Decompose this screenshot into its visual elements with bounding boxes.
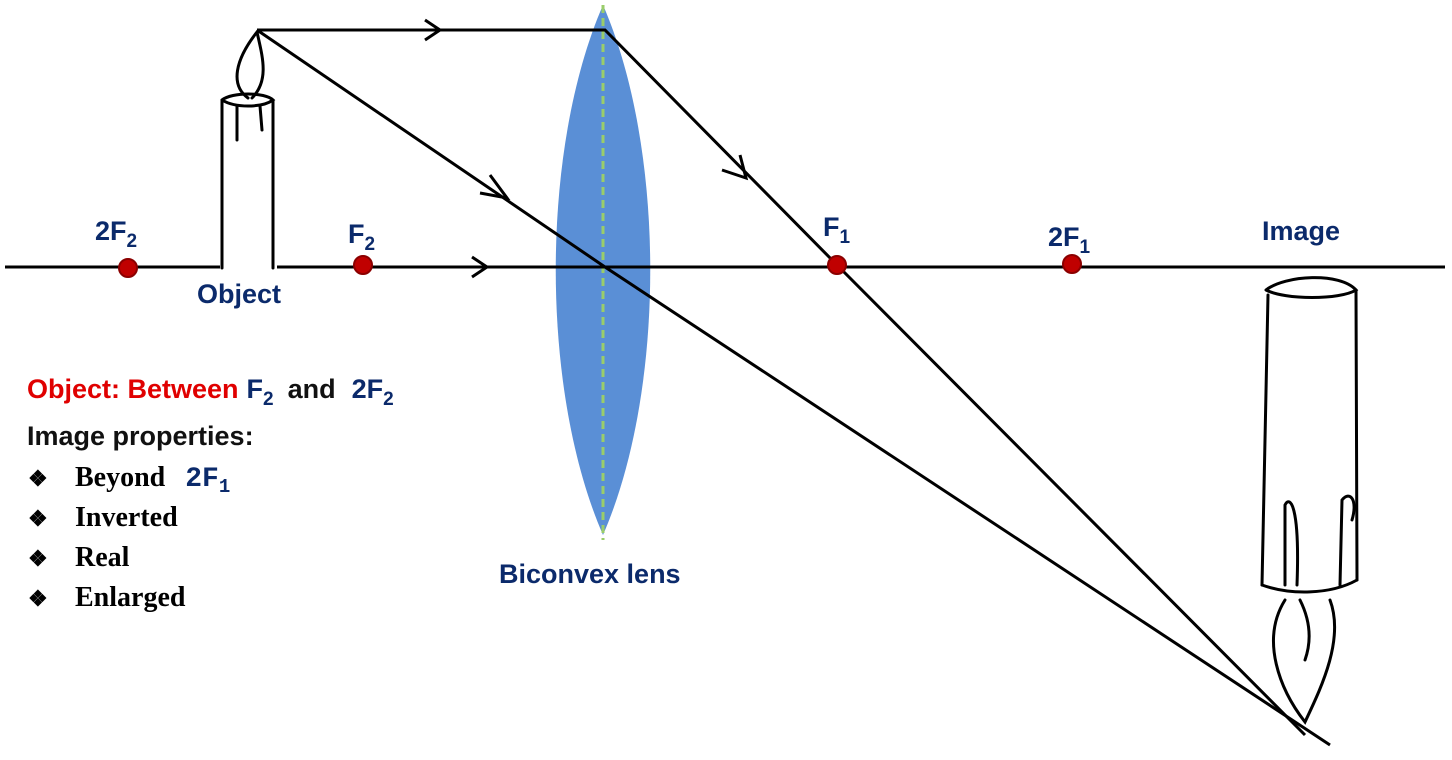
properties-title: Image properties: (27, 421, 254, 451)
image-candle (1260, 276, 1359, 725)
point-2f1 (1062, 254, 1082, 274)
point-label: 2F1 (1048, 222, 1091, 258)
point-label: F2 (348, 219, 375, 255)
property-extra-sub: 1 (219, 476, 230, 498)
point-f2 (353, 255, 373, 275)
caption-and: and (288, 374, 336, 404)
point-label-sub: 2 (365, 234, 376, 255)
arrowhead (471, 255, 490, 279)
arrowhead (479, 174, 511, 201)
bullet: ❖ (28, 546, 48, 571)
caption-2f-sub: 2 (383, 389, 394, 410)
property-text: Beyond (75, 462, 166, 493)
arrowhead (721, 154, 749, 181)
point-label-main: 2F (1048, 222, 1080, 252)
point-label-sub: 1 (1080, 237, 1091, 258)
caption: Object: Between F2 and 2F2 (27, 374, 394, 410)
bullet: ❖ (28, 466, 48, 491)
point-label-main: 2F (95, 216, 127, 246)
point-label: 2F2 (95, 216, 137, 252)
point-2f2 (118, 258, 138, 278)
ray-center (256, 28, 1331, 747)
object-candle (220, 28, 277, 273)
property-extra: 2F (185, 464, 219, 495)
bullet: ❖ (28, 586, 48, 611)
point-f1 (827, 255, 847, 275)
point-label: F1 (823, 212, 851, 248)
point-label-main: F (823, 212, 840, 242)
caption-f: F (247, 374, 264, 404)
caption-2f: 2F (352, 374, 384, 404)
property: Inverted (75, 502, 178, 533)
lens-label: Biconvex lens (499, 559, 681, 589)
point-label-sub: 1 (840, 227, 851, 248)
property: Enlarged (75, 582, 186, 613)
bullet: ❖ (28, 506, 48, 531)
caption-f-sub: 2 (263, 389, 274, 410)
property: Beyond 2F1 (75, 462, 230, 498)
property: Real (75, 542, 130, 573)
image-label: Image (1262, 216, 1340, 246)
object-label: Object (197, 279, 281, 309)
caption-lead: Object: Between (27, 374, 239, 404)
point-label-sub: 2 (127, 231, 138, 252)
point-label-main: F (348, 219, 365, 249)
